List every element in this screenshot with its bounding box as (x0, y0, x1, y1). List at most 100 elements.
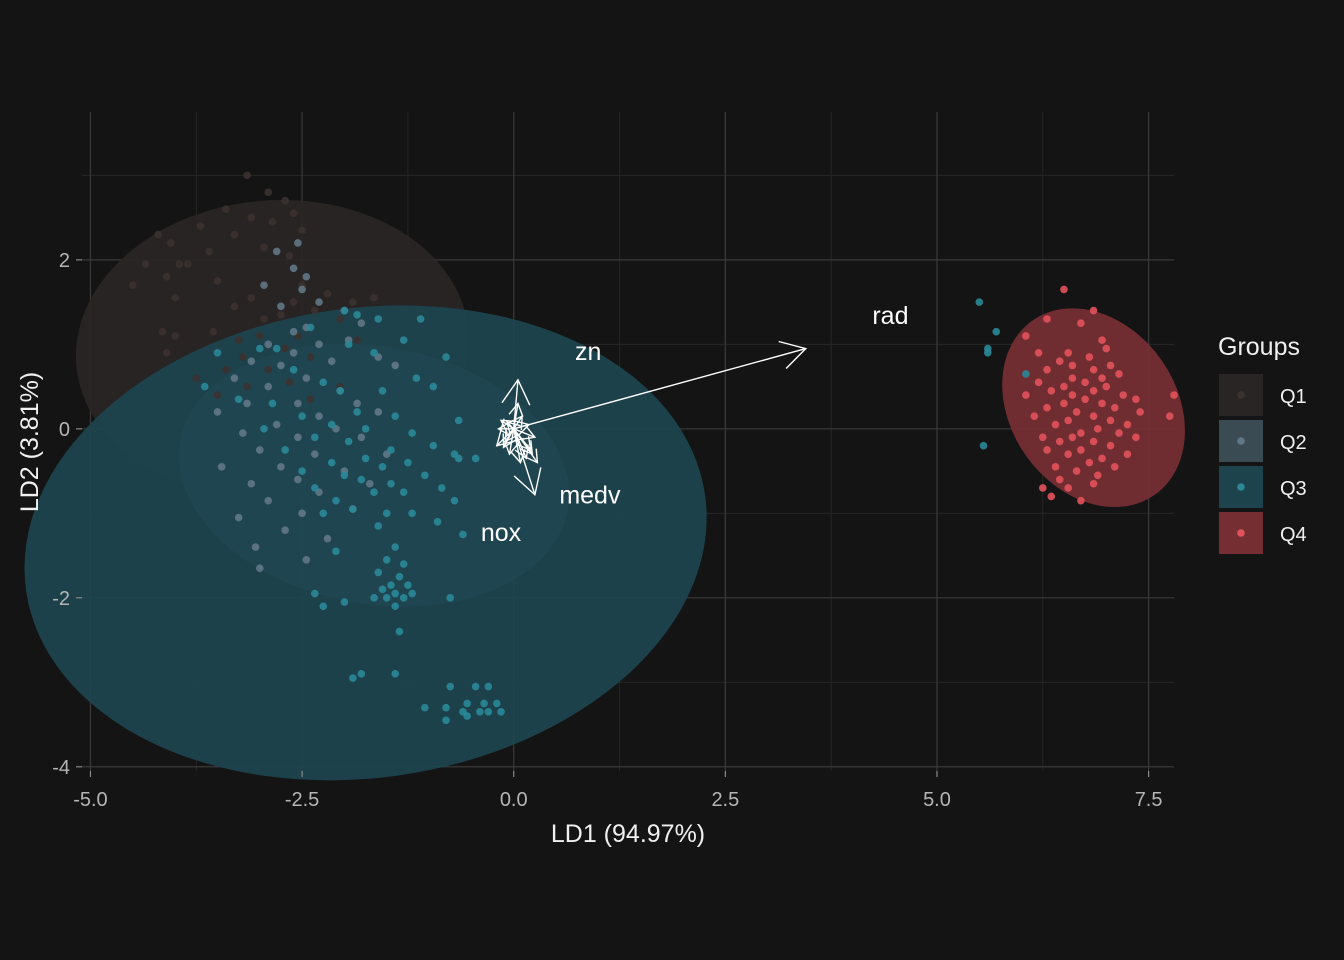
legend-dot-q4 (1237, 529, 1245, 537)
vector-arrow-zn (513, 379, 519, 429)
point-q2 (234, 513, 243, 522)
x-tick-label: 0.0 (500, 789, 528, 811)
point-q3 (399, 488, 408, 496)
point-q1 (128, 281, 137, 289)
point-q4 (1047, 387, 1056, 395)
point-q4 (1060, 285, 1068, 294)
x-tick-label: -5.0 (73, 789, 107, 811)
point-q2 (327, 357, 336, 366)
point-q4 (1170, 391, 1178, 399)
point-q1 (260, 243, 268, 251)
legend-label-q4: Q4 (1280, 524, 1307, 546)
point-q3 (480, 699, 488, 708)
point-q2 (353, 399, 361, 408)
vector-label-zn: zn (575, 338, 601, 366)
point-q1 (239, 353, 247, 361)
point-q4 (1094, 425, 1102, 433)
point-q3 (476, 708, 484, 716)
loading-vectors: rad zn medv nox (481, 302, 909, 547)
point-q3 (357, 670, 366, 678)
point-q2 (315, 298, 323, 306)
point-q3 (340, 306, 349, 315)
point-q4 (1022, 391, 1030, 399)
point-q3 (234, 395, 243, 404)
minor-vector-arrow-head (502, 433, 516, 449)
point-q3 (395, 627, 404, 636)
point-q2 (357, 433, 366, 442)
point-q4 (1077, 319, 1085, 328)
point-q1 (260, 315, 268, 323)
point-q4 (1064, 450, 1072, 458)
point-q1 (349, 298, 357, 306)
point-q4 (1089, 479, 1098, 488)
point-q3 (332, 547, 340, 556)
point-q4 (1030, 412, 1039, 420)
point-q2 (255, 446, 264, 454)
point-q1 (171, 294, 179, 302)
point-q3 (361, 425, 370, 433)
point-q3 (408, 509, 416, 518)
point-q2 (264, 340, 273, 349)
minor-vector-arrow-head (505, 421, 521, 436)
point-q3 (454, 416, 463, 425)
point-q3 (387, 479, 395, 488)
point-q2 (217, 463, 226, 471)
point-q2 (302, 272, 311, 281)
point-q4 (1072, 408, 1081, 416)
point-q4 (1055, 357, 1064, 366)
minor-vector-arrow (502, 428, 515, 448)
point-q1 (264, 365, 273, 374)
point-q3 (370, 594, 378, 602)
point-q1 (310, 306, 319, 315)
point-q3 (260, 425, 268, 433)
point-q1 (264, 188, 273, 197)
point-q4 (1038, 484, 1047, 492)
point-q4 (1132, 433, 1140, 442)
point-q2 (277, 463, 285, 471)
point-q3 (374, 568, 383, 577)
point-q3 (442, 703, 450, 712)
point-q3 (395, 572, 404, 581)
point-q1 (247, 213, 256, 222)
point-q1 (162, 348, 171, 357)
point-q3 (382, 509, 391, 518)
point-q3 (399, 594, 408, 602)
point-q4 (1064, 484, 1072, 492)
point-q3 (344, 340, 353, 349)
point-q1 (162, 272, 171, 281)
point-q2 (272, 420, 281, 429)
point-q4 (1068, 374, 1077, 382)
point-q1 (255, 332, 264, 340)
point-q3 (370, 488, 378, 496)
point-q3 (374, 315, 383, 323)
point-q3 (361, 454, 370, 463)
point-q2 (264, 496, 273, 505)
point-q3 (268, 399, 277, 408)
point-q3 (310, 589, 319, 598)
data-points (128, 171, 1178, 725)
point-q3 (298, 412, 306, 420)
point-q4 (1106, 441, 1115, 450)
point-q3 (357, 475, 366, 484)
point-q3 (471, 682, 480, 691)
point-q3 (319, 602, 328, 611)
point-q3 (399, 336, 408, 344)
point-q3 (459, 530, 467, 539)
point-q3 (344, 437, 353, 446)
point-q3 (272, 344, 281, 353)
point-q1 (234, 336, 243, 344)
point-q1 (192, 374, 201, 382)
point-q3 (408, 429, 416, 437)
point-q4 (1064, 416, 1072, 425)
point-q3 (289, 365, 298, 374)
point-q1 (306, 353, 315, 361)
vector-arrow-medv-head (513, 467, 542, 497)
point-q2 (277, 361, 285, 370)
point-q1 (230, 302, 239, 311)
point-q2 (310, 450, 319, 458)
point-q2 (281, 526, 289, 535)
point-q3 (983, 348, 992, 357)
point-q4 (1136, 408, 1144, 416)
point-q1 (222, 365, 230, 374)
point-q2 (289, 264, 298, 273)
